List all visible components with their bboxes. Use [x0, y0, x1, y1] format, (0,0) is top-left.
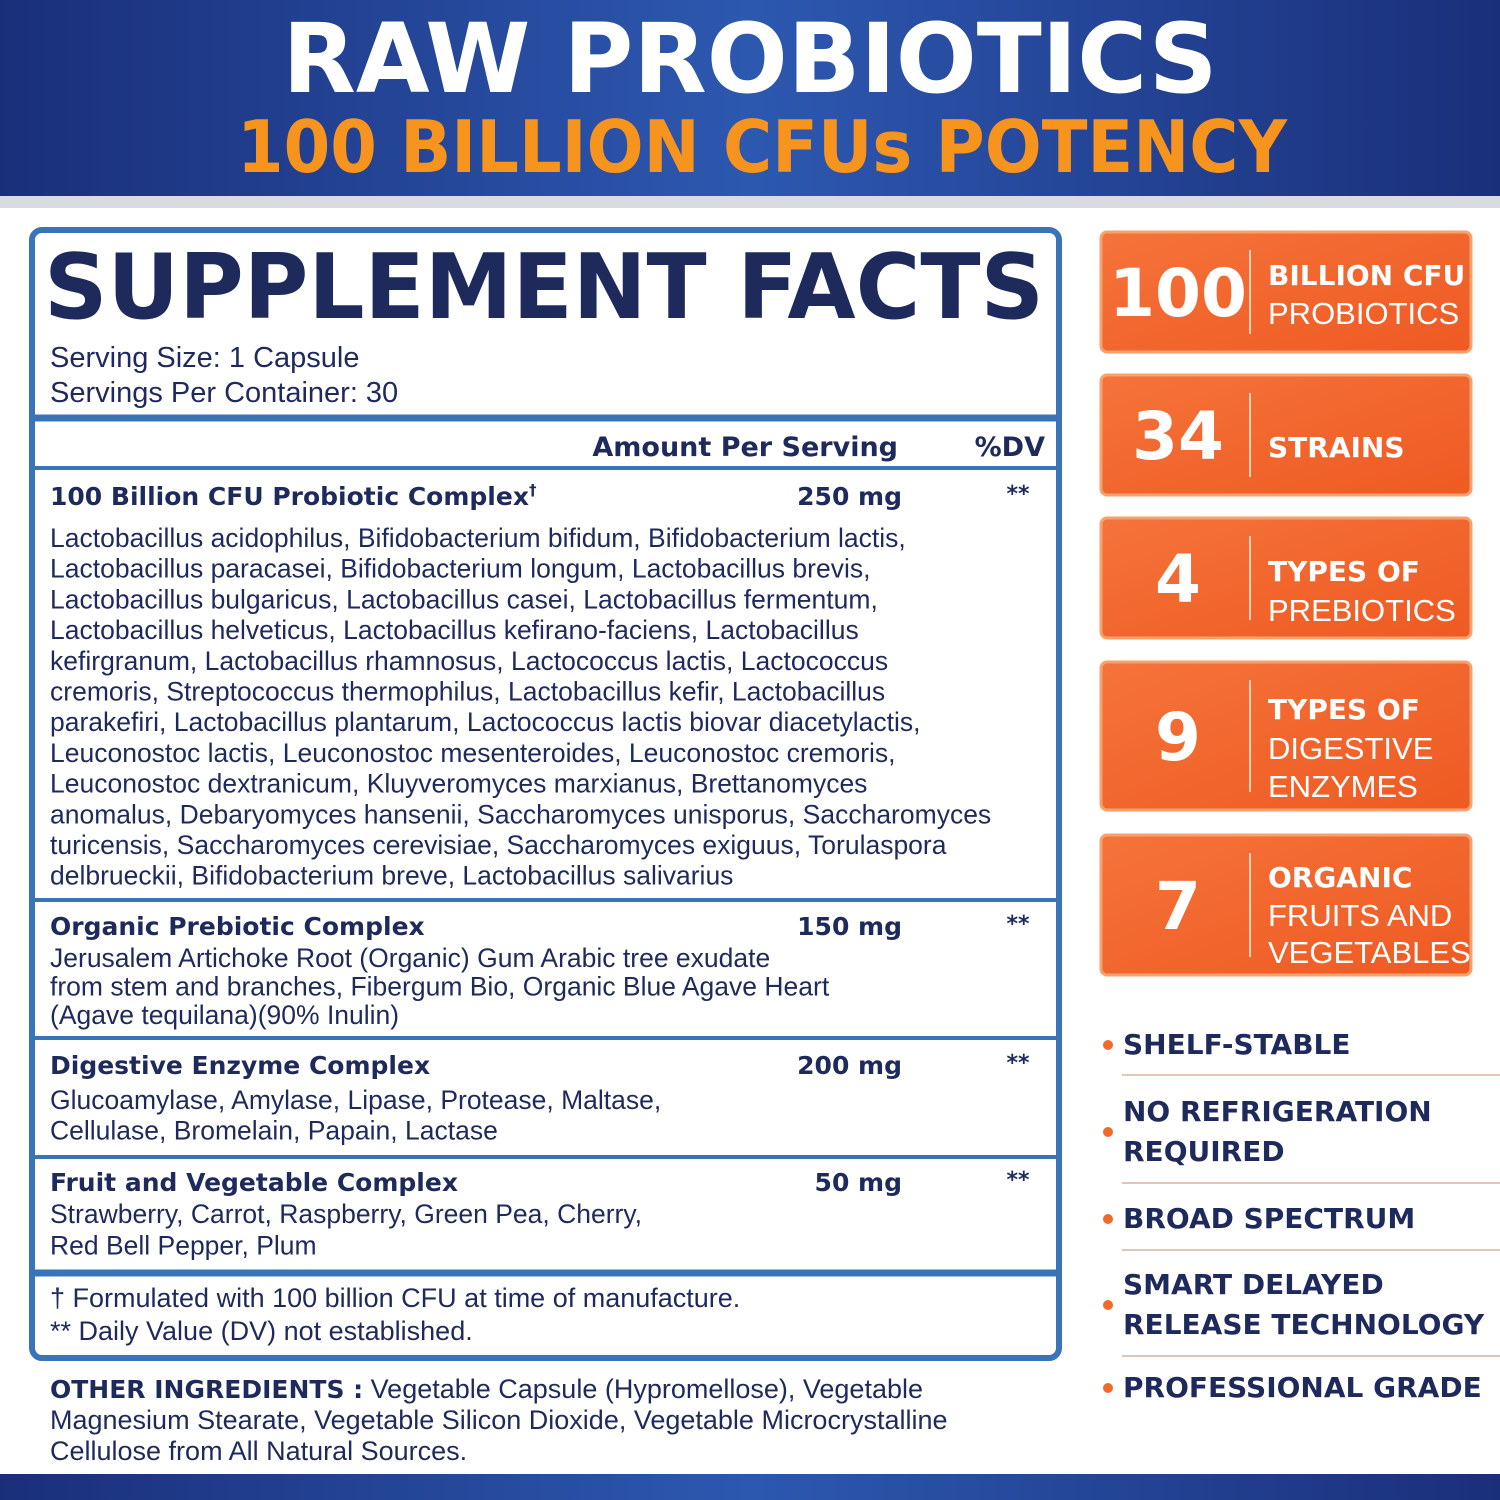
- badge-number: 4: [1155, 541, 1201, 618]
- other-ingredients-text: Cellulose from All Natural Sources.: [50, 1436, 467, 1466]
- ingredient-detail: Lactobacillus paracasei, Bifidobacterium…: [50, 554, 870, 584]
- ingredient-detail: Lactobacillus acidophilus, Bifidobacteri…: [50, 523, 906, 553]
- badge-number: 100: [1109, 255, 1247, 332]
- badge-number: 7: [1155, 868, 1201, 945]
- feature-text: RELEASE TECHNOLOGY: [1123, 1308, 1485, 1341]
- badge-number: 34: [1132, 398, 1224, 475]
- badge: [1099, 833, 1473, 977]
- ingredient-name-text: Organic Prebiotic Complex: [50, 912, 425, 941]
- ingredient-detail: kefirgranum, Lactobacillus rhamnosus, La…: [50, 646, 888, 676]
- ingredient-detail: Strawberry, Carrot, Raspberry, Green Pea…: [50, 1199, 642, 1229]
- amount: 150 mg: [797, 912, 902, 941]
- other-ingredients-text: Vegetable Capsule (Hypromellose), Vegeta…: [363, 1374, 923, 1404]
- ingredient-name-text: Fruit and Vegetable Complex: [50, 1168, 458, 1197]
- badge-heading: ORGANIC: [1268, 861, 1412, 894]
- ingredient-detail: Red Bell Pepper, Plum: [50, 1231, 317, 1261]
- ingredient-detail: Leuconostoc lactis, Leuconostoc mesenter…: [50, 738, 896, 768]
- ingredient-detail: (Agave tequilana)(90% Inulin): [50, 1000, 399, 1030]
- ingredient-detail: from stem and branches, Fibergum Bio, Or…: [50, 972, 830, 1002]
- ingredient-name: 100 Billion CFU Probiotic Complex†: [50, 481, 537, 511]
- ingredient-detail: anomalus, Debaryomyces hansenii, Sacchar…: [50, 799, 991, 829]
- bullet: [1103, 1214, 1113, 1224]
- badge: [1099, 230, 1473, 354]
- feature-text: SHELF-STABLE: [1123, 1028, 1351, 1061]
- feature-text: BROAD SPECTRUM: [1123, 1202, 1415, 1235]
- daily-value: **: [1006, 482, 1030, 507]
- other-ingredients-label: OTHER INGREDIENTS :: [50, 1375, 363, 1404]
- badge-heading: BILLION CFU: [1268, 259, 1465, 292]
- ingredient-detail: Cellulase, Bromelain, Papain, Lactase: [50, 1116, 498, 1146]
- bullet: [1103, 1040, 1113, 1050]
- feature-text: REQUIRED: [1123, 1135, 1285, 1168]
- footer-band: [0, 1474, 1500, 1500]
- daily-value: **: [1006, 1051, 1030, 1076]
- badge: [1099, 373, 1473, 497]
- serving-size: Serving Size: 1 Capsule: [50, 342, 360, 374]
- other-ingredients: OTHER INGREDIENTS : Vegetable Capsule (H…: [50, 1374, 923, 1404]
- ingredient-detail: Leuconostoc dextranicum, Kluyveromyces m…: [50, 769, 867, 799]
- footnote-mark: †: [529, 481, 537, 499]
- daily-value: **: [1006, 912, 1030, 937]
- badge-text: VEGETABLES: [1268, 935, 1471, 970]
- feature-text: SMART DELAYED: [1123, 1268, 1384, 1301]
- facts-title: SUPPLEMENT FACTS: [44, 235, 1044, 340]
- badge-text: DIGESTIVE: [1268, 731, 1433, 766]
- badge: [1099, 516, 1473, 640]
- amount: 50 mg: [815, 1168, 902, 1197]
- badge-heading: TYPES OF: [1268, 693, 1420, 726]
- bullet: [1103, 1383, 1113, 1393]
- ingredient-name: Organic Prebiotic Complex: [50, 912, 425, 941]
- ingredient-detail: Lactobacillus bulgaricus, Lactobacillus …: [50, 584, 878, 614]
- ingredient-detail: delbrueckii, Bifidobacterium breve, Lact…: [50, 861, 733, 891]
- footnote: † Formulated with 100 billion CFU at tim…: [50, 1283, 740, 1313]
- badge-number: 9: [1155, 699, 1201, 776]
- ingredient-detail: turicensis, Saccharomyces cerevisiae, Sa…: [50, 830, 947, 860]
- footnote: ** Daily Value (DV) not established.: [50, 1316, 473, 1346]
- badge-heading: STRAINS: [1268, 431, 1405, 464]
- feature-text: PROFESSIONAL GRADE: [1123, 1371, 1482, 1404]
- amount: 250 mg: [797, 482, 902, 511]
- column-header: %DV: [975, 432, 1045, 463]
- badge-text: FRUITS AND: [1268, 898, 1452, 933]
- ingredient-name-text: 100 Billion CFU Probiotic Complex: [50, 482, 529, 511]
- ingredient-name: Digestive Enzyme Complex: [50, 1051, 430, 1080]
- ingredient-detail: Lactobacillus helveticus, Lactobacillus …: [50, 615, 859, 645]
- badge-text: PREBIOTICS: [1268, 593, 1456, 628]
- column-header: Amount Per Serving: [592, 432, 898, 463]
- bullet: [1103, 1127, 1113, 1137]
- ingredient-detail: Jerusalem Artichoke Root (Organic) Gum A…: [50, 943, 770, 973]
- badge-text: ENZYMES: [1268, 769, 1418, 804]
- bullet: [1103, 1300, 1113, 1310]
- title: RAW PROBIOTICS: [283, 3, 1218, 115]
- servings-per-container: Servings Per Container: 30: [50, 377, 398, 409]
- badge-text: PROBIOTICS: [1268, 296, 1459, 331]
- daily-value: **: [1006, 1168, 1030, 1193]
- header-band: [0, 0, 1500, 196]
- amount: 200 mg: [797, 1051, 902, 1080]
- ingredient-name-text: Digestive Enzyme Complex: [50, 1051, 430, 1080]
- feature-text: NO REFRIGERATION: [1123, 1095, 1432, 1128]
- badge-heading: TYPES OF: [1268, 555, 1420, 588]
- badge: [1099, 660, 1473, 812]
- ingredient-detail: Glucoamylase, Amylase, Lipase, Protease,…: [50, 1085, 661, 1115]
- other-ingredients-text: Magnesium Stearate, Vegetable Silicon Di…: [50, 1405, 948, 1435]
- header-strip: [0, 196, 1500, 208]
- ingredient-detail: cremoris, Streptococcus thermophilus, La…: [50, 677, 885, 707]
- subtitle: 100 BILLION CFUs POTENCY: [237, 105, 1288, 189]
- ingredient-name: Fruit and Vegetable Complex: [50, 1168, 458, 1197]
- facts-box: [29, 227, 1062, 1361]
- ingredient-detail: parakefiri, Lactobacillus plantarum, Lac…: [50, 707, 921, 737]
